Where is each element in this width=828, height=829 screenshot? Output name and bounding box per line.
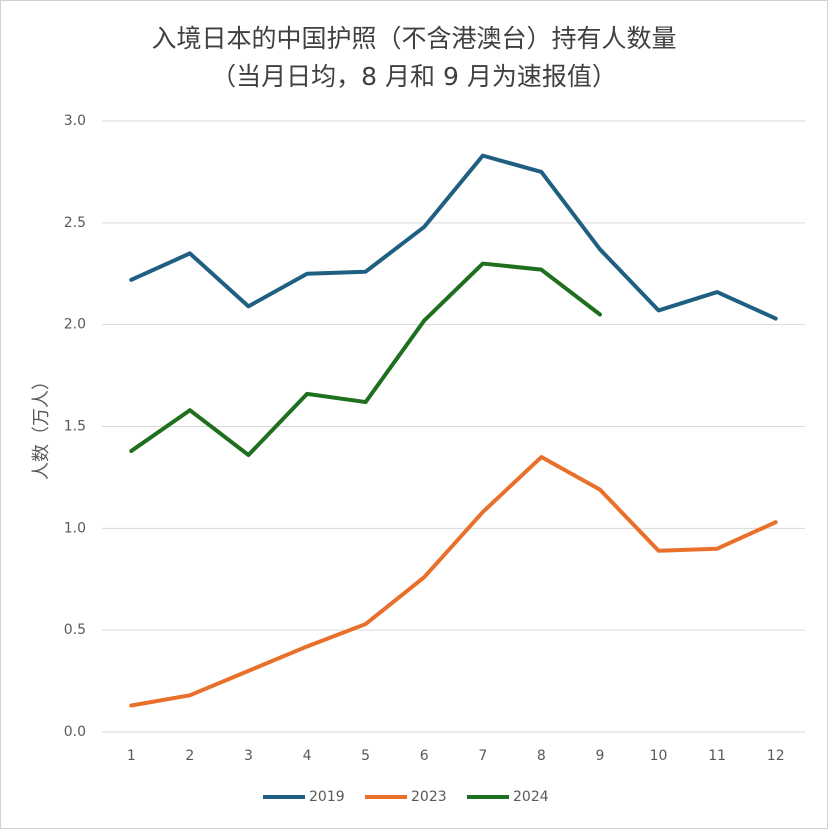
x-tick-label: 4 — [303, 748, 312, 764]
series-line — [129, 455, 778, 708]
x-tick-label: 9 — [595, 748, 604, 764]
y-tick-label: 2.0 — [64, 317, 86, 333]
x-tick-label: 5 — [361, 748, 370, 764]
y-tick-label: 0.5 — [64, 622, 86, 638]
x-tick-label: 11 — [708, 748, 726, 764]
y-tick-label: 3.0 — [64, 113, 86, 129]
y-axis-label: 人数（万人） — [31, 372, 52, 480]
x-tick-label: 8 — [537, 748, 546, 764]
y-tick-label: 0.0 — [64, 724, 86, 740]
series-line — [129, 261, 602, 458]
x-tick-label: 12 — [767, 748, 785, 764]
legend-label: 2023 — [411, 789, 447, 805]
x-tick-label: 7 — [478, 748, 487, 764]
x-tick-label: 2 — [185, 748, 194, 764]
y-tick-label: 2.5 — [64, 215, 86, 231]
y-tick-label: 1.5 — [64, 419, 86, 435]
series-line — [129, 153, 778, 321]
x-tick-label: 1 — [127, 748, 136, 764]
legend-label: 2019 — [309, 789, 345, 805]
x-tick-label: 10 — [650, 748, 668, 764]
chart-title: 入境日本的中国护照（不含港澳台）持有人数量 — [151, 24, 676, 53]
legend-label: 2024 — [513, 789, 549, 805]
chart-subtitle: （当月日均，8 月和 9 月为速报值） — [211, 62, 617, 91]
x-tick-label: 6 — [420, 748, 429, 764]
y-tick-label: 1.0 — [64, 520, 86, 536]
x-tick-label: 3 — [244, 748, 253, 764]
